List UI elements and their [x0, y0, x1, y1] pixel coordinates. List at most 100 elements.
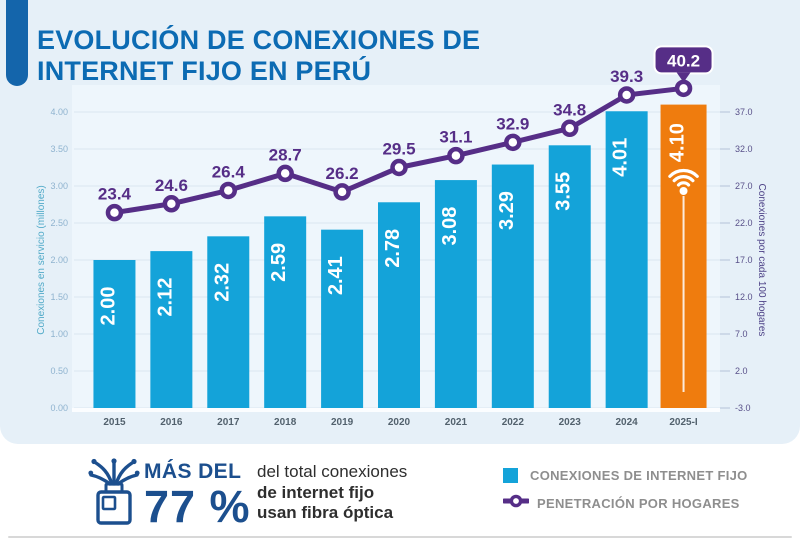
line-marker: [333, 183, 351, 201]
wifi-icon: [668, 168, 699, 178]
right-tick-label: 12.0: [735, 292, 753, 302]
x-tick-label: 2016: [160, 417, 183, 428]
highlight-badge-tail: [676, 72, 691, 83]
bar-2015: [93, 260, 136, 408]
legend-label-bars: CONEXIONES DE INTERNET FIJO: [530, 468, 748, 483]
line-marker: [504, 133, 522, 152]
bar-value-label: 2.78: [382, 229, 404, 268]
stat-desc-line3: usan fibra óptica: [257, 503, 394, 523]
fiber-stat: MÁS DEL 77 %: [144, 460, 251, 529]
x-tick-label: 2023: [559, 417, 582, 428]
left-tick-label: 0.00: [50, 403, 68, 413]
x-tick-label: 2025-I: [669, 417, 698, 428]
highlight-badge-value: 40.2: [667, 51, 700, 70]
bar-value-label: 2.32: [211, 263, 233, 302]
x-tick-label: 2020: [388, 417, 411, 428]
bar-value-label: 4.01: [610, 138, 632, 177]
line-value-label: 31.1: [439, 128, 472, 147]
legend-label-line: PENETRACIÓN POR HOGARES: [537, 496, 740, 511]
bar-2024: [605, 111, 648, 408]
line-value-label: 29.5: [382, 140, 415, 159]
page-title-line2: INTERNET FIJO EN PERÚ: [37, 55, 372, 86]
bar-value-label: 2.00: [97, 287, 119, 326]
right-tick-label: 7.0: [735, 329, 748, 339]
bar-value-label: 3.55: [553, 172, 575, 211]
left-tick-label: 3.00: [50, 181, 68, 191]
stat-description: del total conexiones de internet fijo us…: [257, 462, 407, 524]
stat-prefix: MÁS DEL: [144, 460, 242, 483]
line-marker: [617, 86, 636, 104]
line-value-label: 28.7: [269, 145, 302, 164]
chart-legend: CONEXIONES DE INTERNET FIJO PENETRACIÓN …: [501, 468, 748, 524]
fiber-optic-icon: [88, 456, 140, 533]
page-title: EVOLUCIÓN DE CONEXIONES DE INTERNET FIJO…: [37, 25, 480, 87]
left-tick-label: 2.00: [50, 255, 68, 265]
bar-value-label: 4.10: [667, 123, 689, 162]
footer: MÁS DEL 77 % del total conexiones de int…: [0, 450, 800, 536]
line-value-label: 34.8: [553, 100, 586, 119]
x-tick-label: 2021: [445, 417, 468, 428]
line-marker: [162, 195, 181, 213]
line-value-label: 32.9: [496, 114, 529, 133]
left-tick-label: 0.50: [50, 366, 68, 376]
x-tick-label: 2022: [502, 417, 525, 428]
right-axis-title: Conexiones por cada 100 hogares: [756, 184, 767, 337]
legend-item-bars: CONEXIONES DE INTERNET FIJO: [503, 468, 748, 483]
left-tick-label: 1.50: [50, 292, 68, 302]
line-value-label: 26.4: [212, 162, 246, 181]
line-marker: [219, 181, 238, 200]
combo-chart: 4.00 3.50 3.00 2.50 2.00 1.50 1.00 0.50 0.00 37.0…: [36, 45, 767, 428]
bar-value-label: 2.12: [154, 278, 176, 317]
right-tick-label: 27.0: [735, 181, 753, 191]
right-tick-label: 32.0: [735, 144, 753, 154]
left-tick-label: 3.50: [50, 144, 68, 154]
page-title-line1: EVOLUCIÓN DE CONEXIONES DE: [37, 25, 481, 55]
wifi-icon: [672, 175, 695, 183]
left-tick-label: 4.00: [50, 107, 68, 117]
bar-2018: [264, 216, 307, 408]
bar-value-label: 3.29: [496, 191, 518, 230]
line-marker-icon: [501, 494, 531, 513]
right-tick-label: 2.0: [735, 366, 748, 376]
legend-item-line: PENETRACIÓN POR HOGARES: [501, 494, 748, 513]
right-tick-label: 22.0: [735, 218, 753, 228]
bar-value-label: 2.41: [325, 256, 347, 295]
x-tick-label: 2015: [103, 417, 126, 428]
left-axis-title: Conexiones en servicio (millones): [36, 185, 47, 335]
bar-2017: [207, 236, 250, 408]
stat-desc-line2: de internet fijo: [257, 482, 375, 502]
bar-2022: [491, 164, 534, 408]
x-tick-label: 2019: [331, 417, 354, 428]
bar-2023: [548, 145, 591, 409]
x-tick-label: 2018: [274, 417, 297, 428]
line-marker: [447, 146, 465, 165]
left-tick-label: 1.00: [50, 329, 68, 339]
line-marker: [560, 119, 579, 138]
line-marker: [276, 164, 294, 183]
bar-2020: [378, 202, 420, 408]
bar-2021: [434, 180, 477, 408]
right-tick-label: -3.0: [735, 403, 751, 413]
x-axis-line: [72, 408, 720, 412]
bar-value-label: 3.08: [439, 207, 461, 246]
x-tick-label: 2017: [217, 417, 240, 428]
wifi-icon: [676, 181, 691, 187]
bar-value-label: 2.59: [268, 243, 290, 282]
x-tick-label: 2024: [616, 417, 639, 428]
bar-2019: [321, 229, 364, 408]
stat-value: 77 %: [144, 481, 251, 532]
line-value-label: 26.2: [326, 164, 359, 183]
line-marker: [674, 79, 693, 98]
bar-swatch-icon: [503, 468, 518, 483]
accent-bar: [6, 0, 28, 86]
line-value-label: 24.6: [155, 176, 188, 195]
line-marker: [390, 158, 408, 177]
stat-desc-line1: del total conexiones: [257, 462, 408, 481]
chart-card: EVOLUCIÓN DE CONEXIONES DE INTERNET FIJO…: [0, 0, 800, 444]
right-tick-label: 37.0: [735, 107, 753, 117]
left-tick-label: 2.50: [50, 218, 68, 228]
bar-2016: [150, 251, 193, 408]
right-tick-label: 17.0: [735, 255, 753, 265]
wifi-icon-dot: [679, 187, 688, 195]
